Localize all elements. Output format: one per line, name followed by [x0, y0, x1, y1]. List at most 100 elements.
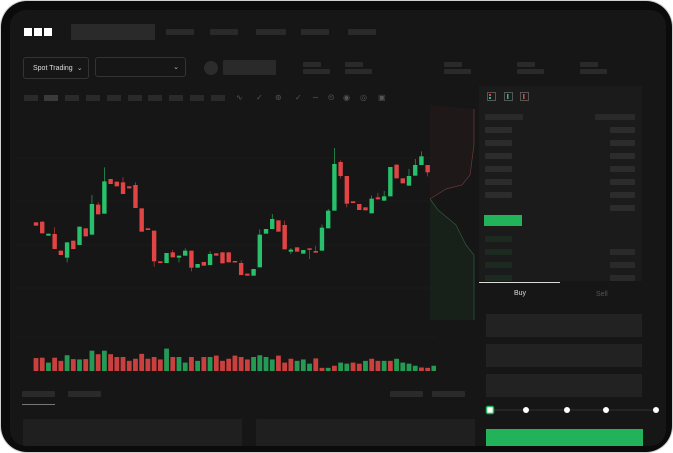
candle-body — [276, 220, 281, 232]
orderbook-price[interactable] — [485, 153, 512, 159]
candle-body — [282, 225, 287, 250]
orderbook-price[interactable] — [485, 262, 512, 268]
tab-open-orders[interactable] — [22, 391, 55, 397]
orderbook-price[interactable] — [485, 140, 512, 146]
candle-body — [319, 227, 325, 251]
interval-button[interactable] — [86, 95, 100, 101]
volume-bar — [201, 357, 207, 371]
volume-bar — [176, 357, 182, 371]
candle-body — [170, 252, 175, 258]
candle-body — [95, 204, 101, 215]
orderbook-price[interactable] — [485, 236, 512, 242]
nav-item[interactable] — [210, 29, 238, 35]
candle-body — [357, 204, 362, 210]
volume-bar — [133, 358, 138, 371]
nav-item[interactable] — [166, 29, 194, 35]
volume-bar — [64, 355, 70, 371]
interval-button[interactable] — [44, 95, 58, 101]
interval-button[interactable] — [65, 95, 79, 101]
buy-button[interactable] — [486, 429, 643, 446]
orderbook-price[interactable] — [485, 127, 512, 133]
candle-body — [245, 273, 250, 276]
orderbook-price[interactable] — [485, 275, 512, 281]
drawing-icon[interactable]: ⧀ — [328, 93, 335, 102]
volume-bar — [70, 359, 76, 371]
volume-bar — [300, 359, 306, 371]
total-input[interactable] — [486, 374, 642, 397]
tab-order-history[interactable] — [68, 391, 101, 397]
interval-button[interactable] — [128, 95, 142, 101]
orderbook-amount — [610, 166, 635, 172]
stat-value — [345, 69, 372, 74]
stat-label — [303, 62, 321, 67]
candle-body — [238, 263, 244, 275]
fullscreen-icon[interactable]: ▣ — [378, 93, 386, 102]
check-icon[interactable]: ✓ — [295, 93, 302, 102]
slider-stop[interactable] — [523, 407, 529, 413]
search-placeholder[interactable] — [71, 24, 155, 40]
orderbook-bids-icon[interactable] — [504, 92, 513, 101]
orderbook-amount — [610, 127, 635, 133]
interval-button[interactable] — [190, 95, 204, 101]
candle-body — [64, 242, 70, 258]
pair-dropdown[interactable]: ⌄ — [95, 57, 186, 77]
interval-button[interactable] — [169, 95, 183, 101]
stat-label — [517, 62, 535, 67]
buy-tab[interactable]: Buy — [514, 290, 527, 297]
nav-item[interactable] — [301, 29, 329, 35]
chart-type-icon[interactable]: ✓ — [256, 93, 263, 102]
candle-body — [251, 269, 256, 276]
volume-bar — [207, 357, 213, 371]
sell-tab[interactable]: Sell — [596, 291, 608, 298]
volume-bar — [375, 360, 381, 371]
volume-bar — [350, 362, 356, 371]
candle-body — [83, 228, 88, 237]
interval-button[interactable] — [148, 95, 162, 101]
price-input[interactable] — [486, 314, 642, 337]
orderbook-asks-icon[interactable] — [520, 92, 529, 101]
candle-body — [195, 264, 200, 268]
candlestick-chart[interactable] — [16, 113, 436, 373]
candle-body — [332, 164, 337, 211]
orderbook-both-icon[interactable] — [487, 92, 496, 101]
volume-bar — [369, 358, 375, 371]
candle-body — [413, 165, 418, 176]
mid-price[interactable] — [484, 215, 522, 226]
candle-body — [127, 186, 132, 189]
slider-stop[interactable] — [603, 407, 609, 413]
amount-input[interactable] — [486, 344, 642, 367]
volume-bar — [381, 360, 387, 371]
indicator-icon[interactable]: ∿ — [236, 93, 243, 102]
interval-button[interactable] — [211, 95, 225, 101]
slider-handle[interactable] — [485, 405, 495, 415]
interval-button[interactable] — [107, 95, 121, 101]
candle-body — [419, 156, 424, 165]
leverage-slider[interactable] — [483, 403, 661, 417]
assets-panel — [256, 419, 475, 446]
settings-icon[interactable]: ⊛ — [275, 93, 282, 102]
line-icon[interactable]: ∼ — [312, 93, 319, 102]
slider-stop[interactable] — [564, 407, 570, 413]
orderbook-price[interactable] — [485, 249, 512, 255]
coin-icon — [204, 61, 218, 75]
camera-icon[interactable]: ◉ — [343, 93, 350, 102]
candle-body — [158, 261, 163, 263]
interval-button[interactable] — [24, 95, 38, 101]
volume-bar — [126, 360, 132, 371]
market-type-dropdown[interactable]: Spot Trading ⌄ — [23, 57, 89, 79]
orderbook-price[interactable] — [485, 166, 512, 172]
candle-body — [133, 185, 138, 208]
filter-button[interactable] — [432, 391, 465, 397]
orderbook-price[interactable] — [485, 179, 512, 185]
orderbook-amount — [610, 179, 635, 185]
filter-button[interactable] — [390, 391, 423, 397]
orderbook-price[interactable] — [485, 192, 512, 198]
volume-bar — [170, 357, 176, 371]
slider-stop[interactable] — [653, 407, 659, 413]
target-icon[interactable]: ◎ — [360, 93, 367, 102]
volume-bar — [213, 355, 219, 371]
order-side-tabs: Buy Sell — [479, 282, 642, 304]
nav-item[interactable] — [256, 29, 286, 35]
nav-item[interactable] — [348, 29, 376, 35]
okx-logo[interactable] — [24, 28, 52, 36]
